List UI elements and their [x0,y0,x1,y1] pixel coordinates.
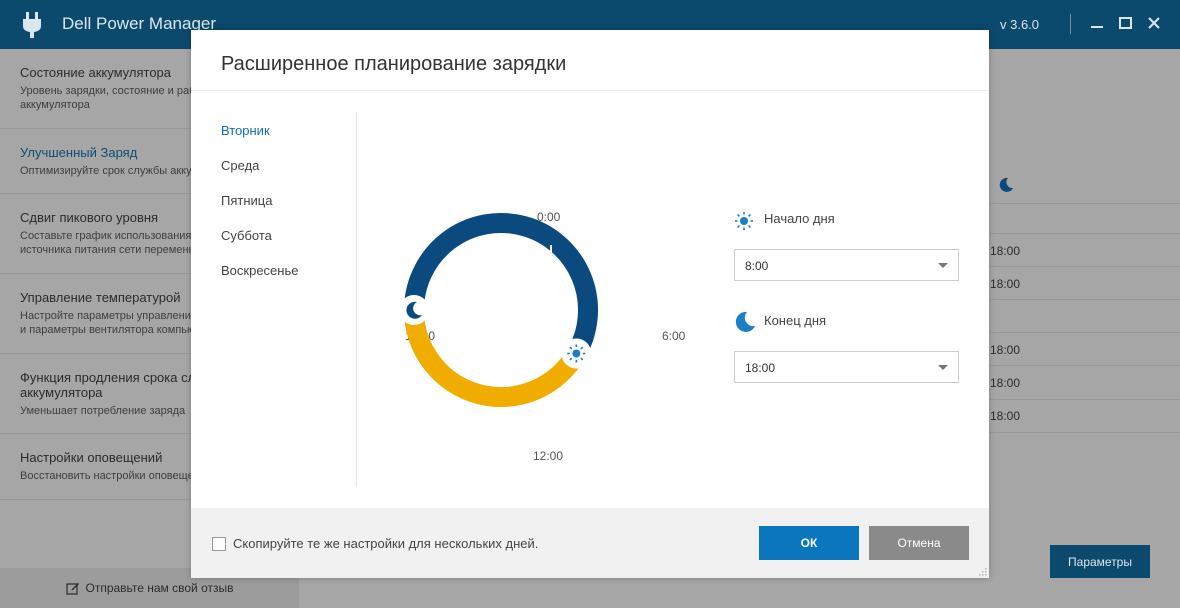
charge-schedule-dial[interactable] [391,200,611,420]
day-arc [404,309,585,407]
day-start-label: Начало дня [764,211,835,226]
sun-core [572,349,581,358]
sun-icon [735,212,753,230]
divider [990,266,1180,267]
moon-glyph [406,301,422,319]
version-label: v 3.6.0 [1000,17,1040,32]
day-item[interactable]: Пятница [221,193,273,208]
moon-handle-bg [399,295,429,325]
moon-icon[interactable] [399,295,429,325]
sidebar-item-desc: Уменьшает потребление заряда [20,405,186,417]
feedback-label: Отправьте нам свой отзыв [85,581,234,595]
sidebar-item-title: Сдвиг пикового уровня [20,210,159,225]
cancel-button[interactable]: Отмена [869,526,969,560]
divider [990,203,1180,204]
schedule-time: 18:00 [990,277,1021,291]
day-item[interactable]: Суббота [221,228,272,243]
copy-settings-label[interactable]: Скопируйте те же настройки для нескольки… [233,536,539,551]
divider [990,233,1180,234]
ok-button[interactable]: ОК [759,526,859,560]
maximize-icon[interactable] [1114,12,1136,34]
titlebar-divider [1070,14,1071,34]
close-icon[interactable] [1143,12,1165,34]
divider [990,399,1180,400]
dialog-footer: Скопируйте те же настройки для нескольки… [191,508,989,578]
sidebar-item-alerts[interactable]: Настройки оповещений Восстановить настро… [0,434,299,500]
sidebar-item-desc: Восстановить настройки оповещений [20,470,213,482]
schedule-time: 18:00 [990,343,1021,357]
app-title: Dell Power Manager [62,14,217,33]
minimize-icon[interactable] [1086,12,1108,34]
day-start-select[interactable]: 8:00 [734,249,959,281]
schedule-time: 18:00 [990,409,1021,423]
day-end-select[interactable]: 18:00 [734,351,959,383]
night-arc [404,213,598,359]
plug-icon [23,12,41,38]
day-item[interactable]: Среда [221,158,260,173]
divider [990,432,1180,433]
divider [990,332,1180,333]
dial-label-bottom: 12:00 [533,449,564,463]
moon-icon [735,311,755,332]
day-start-value: 8:00 [745,259,769,273]
day-item[interactable]: Вторник [221,123,270,138]
sidebar-item-battery-extender[interactable]: Функция продления срока службы аккумулят… [0,354,299,434]
chevron-down-icon [938,365,948,370]
sidebar-item-title: Функция продления срока службы аккумулят… [20,370,228,400]
schedule-time: 18:00 [990,376,1021,390]
sun-rays [567,344,586,363]
divider [990,365,1180,366]
parameters-button[interactable]: Параметры [1050,545,1150,578]
sidebar-item-advanced-charge[interactable]: Улучшенный Заряд Оптимизируйте срок служ… [0,129,299,194]
divider [356,112,357,487]
sun-icon[interactable] [561,338,592,369]
edit-icon [65,583,79,595]
sidebar-item-title: Улучшенный Заряд [20,145,138,160]
dialog-title: Расширенное планирование зарядки [221,53,567,75]
divider [990,299,1180,300]
day-end-label: Конец дня [764,313,827,328]
background-schedule: 18:00 18:00 18:00 18:00 18:00 [990,49,1180,608]
day-item[interactable]: Воскресенье [221,263,299,278]
sidebar-item-desc: Оптимизируйте срок службы аккумулятора [20,165,241,177]
dial-label-right: 6:00 [662,329,686,343]
schedule-time: 18:00 [990,244,1021,258]
sidebar-item-title: Управление температурой [20,290,181,305]
sidebar-item-title: Состояние аккумулятора [20,65,172,80]
advanced-charge-schedule-dialog: Расширенное планирование зарядки Вторник… [191,30,989,578]
divider [191,90,989,91]
resize-grip-icon[interactable] [977,566,987,576]
sidebar-item-title: Настройки оповещений [20,450,163,465]
chevron-down-icon [938,263,948,268]
day-list: Вторник Среда Пятница Суббота Воскресень… [221,122,298,297]
copy-settings-checkbox[interactable] [212,537,226,551]
day-end-value: 18:00 [745,361,776,375]
moon-icon [999,177,1013,192]
dial-label-top: 0:00 [537,210,561,224]
